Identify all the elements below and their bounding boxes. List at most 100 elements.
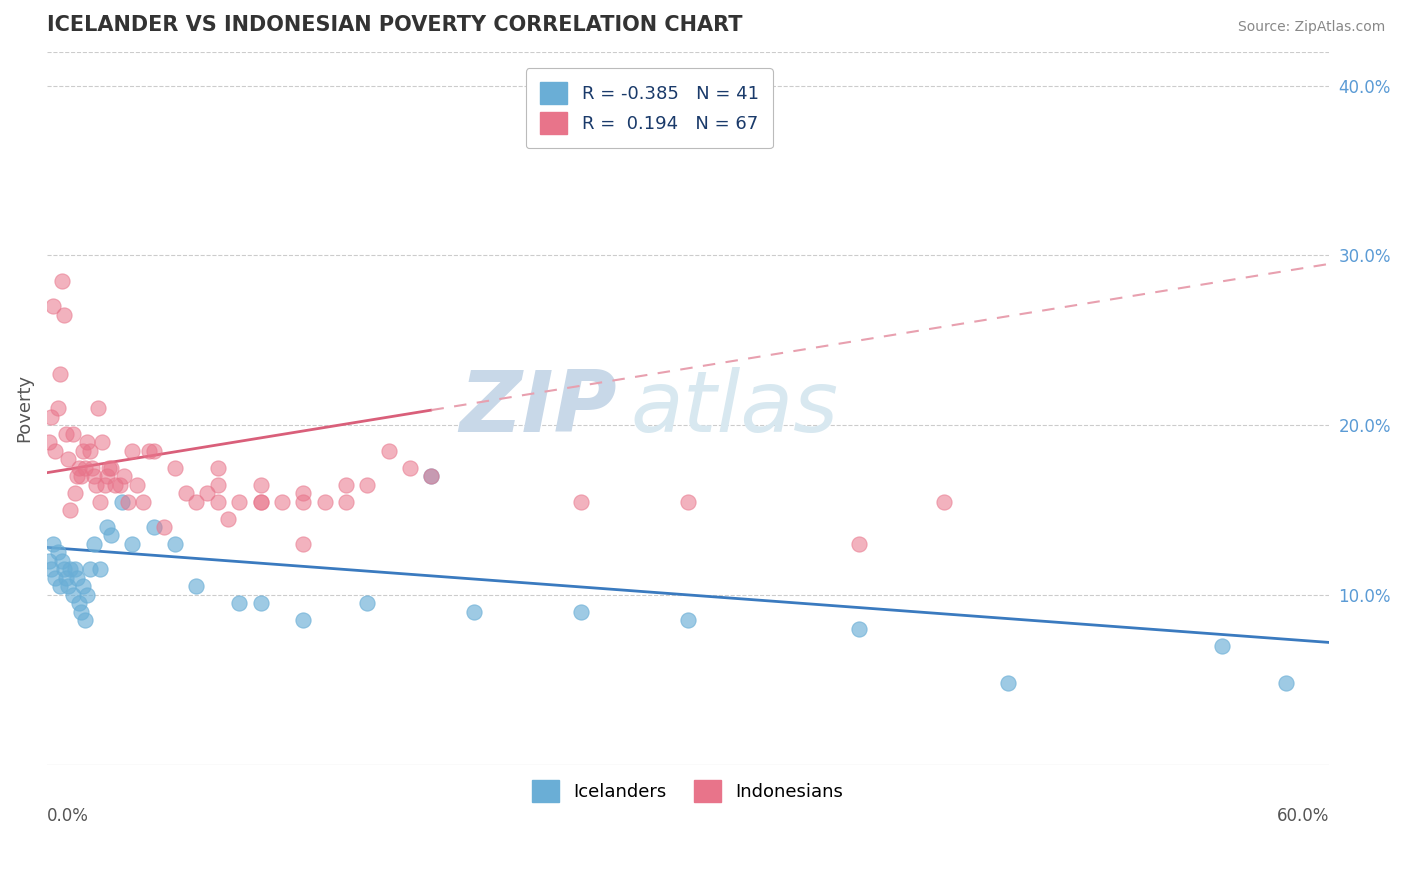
Point xyxy=(121,537,143,551)
Point xyxy=(55,426,77,441)
Point xyxy=(112,469,135,483)
Point xyxy=(420,469,443,483)
Point xyxy=(165,460,187,475)
Point xyxy=(67,596,90,610)
Point xyxy=(292,494,315,508)
Point xyxy=(676,494,699,508)
Point xyxy=(58,452,80,467)
Point xyxy=(218,511,240,525)
Point xyxy=(676,613,699,627)
Point xyxy=(270,494,292,508)
Text: Source: ZipAtlas.com: Source: ZipAtlas.com xyxy=(1237,20,1385,34)
Point xyxy=(335,477,357,491)
Point xyxy=(1211,639,1233,653)
Point xyxy=(84,477,107,491)
Point xyxy=(83,537,105,551)
Point xyxy=(848,622,870,636)
Point xyxy=(38,435,60,450)
Point xyxy=(58,579,80,593)
Point xyxy=(292,537,315,551)
Point xyxy=(97,460,120,475)
Text: ZIP: ZIP xyxy=(460,367,617,450)
Point xyxy=(46,545,69,559)
Point xyxy=(55,571,77,585)
Point xyxy=(63,486,86,500)
Point xyxy=(165,537,187,551)
Point xyxy=(249,596,271,610)
Legend: Icelanders, Indonesians: Icelanders, Indonesians xyxy=(524,772,851,809)
Point xyxy=(79,562,101,576)
Point xyxy=(117,494,139,508)
Point xyxy=(377,443,399,458)
Point xyxy=(63,562,86,576)
Point xyxy=(934,494,956,508)
Point xyxy=(53,562,76,576)
Point xyxy=(96,469,118,483)
Point xyxy=(46,401,69,416)
Point xyxy=(125,477,148,491)
Point xyxy=(59,503,82,517)
Point xyxy=(72,443,94,458)
Point xyxy=(83,469,105,483)
Point xyxy=(356,477,378,491)
Point xyxy=(249,494,271,508)
Point xyxy=(48,368,70,382)
Point xyxy=(228,494,250,508)
Point xyxy=(848,537,870,551)
Point xyxy=(44,571,66,585)
Point xyxy=(70,605,93,619)
Point xyxy=(292,486,315,500)
Point xyxy=(138,443,160,458)
Point xyxy=(96,520,118,534)
Point xyxy=(292,613,315,627)
Point xyxy=(80,460,103,475)
Y-axis label: Poverty: Poverty xyxy=(15,374,32,442)
Point xyxy=(42,537,65,551)
Point xyxy=(75,460,97,475)
Point xyxy=(111,494,134,508)
Point xyxy=(89,494,111,508)
Point xyxy=(195,486,218,500)
Point xyxy=(569,605,592,619)
Point xyxy=(100,528,122,542)
Point xyxy=(186,579,208,593)
Point xyxy=(997,676,1019,690)
Point xyxy=(93,477,115,491)
Point xyxy=(121,443,143,458)
Text: 60.0%: 60.0% xyxy=(1277,807,1329,825)
Text: ICELANDER VS INDONESIAN POVERTY CORRELATION CHART: ICELANDER VS INDONESIAN POVERTY CORRELAT… xyxy=(46,15,742,35)
Point xyxy=(53,308,76,322)
Point xyxy=(569,494,592,508)
Point xyxy=(66,469,89,483)
Point xyxy=(186,494,208,508)
Point xyxy=(66,571,89,585)
Point xyxy=(42,299,65,313)
Point xyxy=(79,443,101,458)
Point xyxy=(72,579,94,593)
Point xyxy=(249,477,271,491)
Point xyxy=(87,401,110,416)
Point xyxy=(153,520,176,534)
Point xyxy=(100,460,122,475)
Point xyxy=(39,562,62,576)
Point xyxy=(228,596,250,610)
Point xyxy=(1275,676,1298,690)
Point xyxy=(38,554,60,568)
Point xyxy=(75,613,97,627)
Point xyxy=(314,494,336,508)
Point xyxy=(67,460,90,475)
Point xyxy=(51,554,73,568)
Point xyxy=(108,477,131,491)
Point xyxy=(76,435,98,450)
Point xyxy=(76,588,98,602)
Point xyxy=(59,562,82,576)
Point xyxy=(104,477,127,491)
Point xyxy=(44,443,66,458)
Point xyxy=(39,409,62,424)
Point xyxy=(207,460,229,475)
Text: atlas: atlas xyxy=(630,367,838,450)
Point xyxy=(142,443,165,458)
Point xyxy=(48,579,70,593)
Point xyxy=(70,469,93,483)
Point xyxy=(51,274,73,288)
